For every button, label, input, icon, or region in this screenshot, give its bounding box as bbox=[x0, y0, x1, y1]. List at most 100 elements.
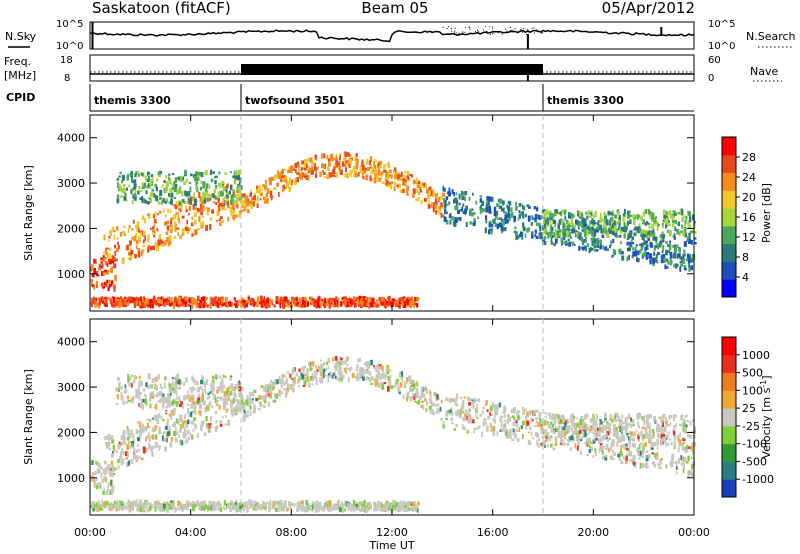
echo-cell bbox=[119, 195, 123, 198]
echo-cell bbox=[425, 389, 428, 394]
echo-cell bbox=[103, 479, 107, 482]
echo-cell bbox=[216, 400, 219, 403]
echo-cell bbox=[105, 281, 108, 287]
echo-cell bbox=[250, 192, 252, 196]
echo-cell bbox=[122, 230, 126, 235]
echo-cell bbox=[203, 381, 206, 387]
echo-cell bbox=[184, 413, 187, 416]
echo-cell bbox=[649, 259, 652, 265]
echo-cell bbox=[160, 395, 164, 402]
echo-cell bbox=[565, 228, 568, 231]
echo-cell bbox=[207, 395, 211, 399]
echo-cell bbox=[307, 382, 311, 388]
echo-cell bbox=[288, 177, 291, 181]
echo-cell bbox=[182, 176, 185, 181]
echo-cell bbox=[567, 224, 570, 230]
echo-cell bbox=[164, 200, 167, 205]
echo-cell bbox=[151, 427, 155, 433]
echo-cell bbox=[489, 405, 493, 412]
echo-cell bbox=[149, 403, 152, 409]
echo-cell bbox=[159, 239, 163, 245]
echo-cell bbox=[389, 184, 393, 190]
echo-cell bbox=[123, 233, 126, 236]
echo-cell bbox=[420, 200, 423, 205]
colorbar-swatch bbox=[722, 261, 736, 280]
echo-cell bbox=[501, 219, 504, 222]
echo-cell bbox=[634, 226, 638, 231]
echo-cell bbox=[134, 189, 137, 194]
echo-cell bbox=[134, 500, 137, 507]
echo-cell bbox=[395, 303, 399, 306]
echo-cell bbox=[109, 471, 112, 477]
echo-cell bbox=[294, 301, 297, 307]
echo-cell bbox=[157, 413, 161, 419]
echo-cell bbox=[418, 396, 422, 400]
echo-cell bbox=[492, 430, 496, 436]
echo-cell bbox=[414, 181, 417, 184]
echo-cell bbox=[184, 190, 187, 196]
echo-cell bbox=[244, 505, 248, 509]
echo-cell bbox=[370, 297, 374, 302]
echo-cell bbox=[652, 236, 656, 241]
echo-cell bbox=[540, 442, 544, 445]
echo-cell bbox=[205, 297, 208, 300]
echo-cell bbox=[264, 199, 267, 203]
echo-cell bbox=[609, 446, 612, 452]
echo-cell bbox=[165, 231, 169, 236]
echo-cell bbox=[244, 195, 247, 199]
echo-cell bbox=[218, 396, 222, 399]
echo-cell bbox=[296, 301, 299, 305]
echo-cell bbox=[217, 396, 219, 399]
echo-cell bbox=[415, 388, 419, 393]
echo-cell bbox=[201, 215, 204, 218]
date-title: 05/Apr/2012 bbox=[602, 0, 695, 17]
echo-cell bbox=[504, 219, 507, 224]
echo-cell bbox=[527, 215, 531, 221]
echo-cell bbox=[134, 375, 137, 378]
echo-cell bbox=[307, 175, 311, 181]
echo-cell bbox=[126, 428, 130, 434]
echo-cell bbox=[219, 375, 222, 379]
echo-cell bbox=[670, 442, 673, 446]
sky-speck bbox=[514, 28, 516, 30]
echo-cell bbox=[396, 507, 399, 513]
echo-cell bbox=[154, 415, 158, 421]
echo-cell bbox=[127, 451, 129, 458]
echo-cell bbox=[110, 479, 113, 486]
echo-cell bbox=[397, 174, 400, 179]
echo-cell bbox=[198, 192, 201, 198]
echo-cell bbox=[306, 301, 310, 307]
echo-cell bbox=[471, 419, 475, 424]
echo-cell bbox=[137, 504, 140, 510]
echo-cell bbox=[599, 224, 603, 231]
echo-cell bbox=[416, 382, 419, 387]
echo-cell bbox=[550, 227, 552, 233]
echo-cell bbox=[126, 437, 130, 441]
echo-cell bbox=[226, 183, 229, 189]
echo-cell bbox=[632, 251, 636, 257]
echo-cell bbox=[570, 218, 573, 222]
echo-cell bbox=[341, 504, 344, 511]
echo-cell bbox=[339, 371, 343, 375]
echo-cell bbox=[268, 383, 271, 390]
echo-cell bbox=[502, 220, 505, 226]
echo-cell bbox=[111, 485, 115, 489]
echo-cell bbox=[228, 502, 232, 506]
echo-cell bbox=[151, 245, 155, 250]
echo-cell bbox=[283, 382, 286, 386]
echo-cell bbox=[225, 192, 229, 196]
echo-cell bbox=[160, 171, 163, 174]
echo-cell bbox=[628, 255, 630, 261]
echo-cell bbox=[352, 165, 356, 172]
echo-cell bbox=[144, 235, 146, 242]
echo-cell bbox=[519, 233, 522, 238]
echo-cell bbox=[366, 161, 369, 165]
echo-cell bbox=[135, 449, 139, 454]
echo-cell bbox=[499, 429, 503, 432]
echo-cell bbox=[190, 420, 193, 424]
echo-cell bbox=[555, 237, 558, 244]
echo-cell bbox=[415, 188, 419, 193]
echo-cell bbox=[631, 239, 633, 244]
echo-cell bbox=[138, 455, 141, 460]
sky-speck bbox=[527, 29, 529, 31]
